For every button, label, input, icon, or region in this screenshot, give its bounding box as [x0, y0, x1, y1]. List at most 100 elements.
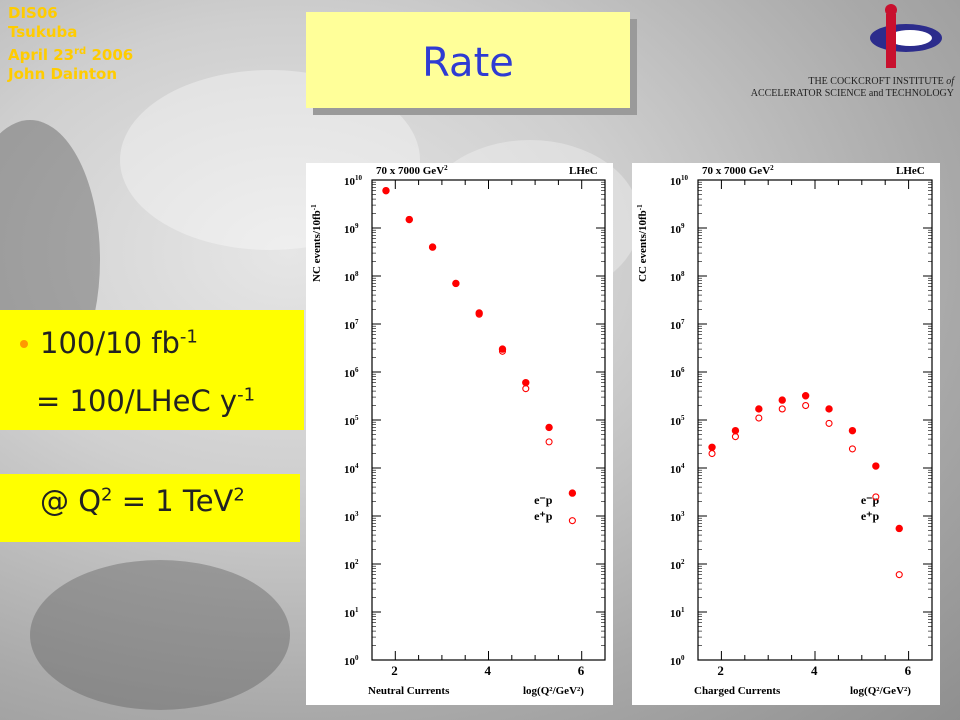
y-tick-exponent: 1 [681, 606, 685, 614]
data-point-eplus [778, 405, 786, 413]
background-shape [30, 560, 290, 710]
data-point-eminus [825, 405, 833, 413]
luminosity-line: 100/10 fb-1 [40, 326, 198, 360]
x-tick-label: 2 [391, 663, 398, 678]
y-tick-label: 102 [670, 558, 685, 572]
y-tick-label: 102 [344, 558, 359, 572]
q2-text: @ Q2 = 1 TeV2 [40, 484, 245, 518]
legend-label: e⁺p [861, 509, 880, 523]
q2-box [0, 474, 300, 542]
data-point-eplus [522, 385, 530, 393]
y-tick-label: 107 [344, 318, 359, 332]
data-point-eplus [731, 433, 739, 441]
y-tick-label: 108 [670, 270, 685, 284]
y-tick-label: 101 [670, 606, 685, 620]
legend-label: e⁻p [534, 493, 553, 507]
institute-name: THE COCKCROFT INSTITUTE of ACCELERATOR S… [750, 76, 954, 99]
data-point-eplus [802, 402, 810, 410]
data-point-eplus [429, 243, 437, 251]
data-point-eplus [452, 279, 460, 287]
data-point-eminus [895, 524, 903, 533]
data-point-eminus [848, 426, 857, 435]
plot-frame [371, 179, 606, 661]
y-tick-label: 104 [670, 462, 685, 476]
y-axis-label-exponent: -1 [636, 204, 644, 210]
y-tick-label: 1010 [344, 174, 363, 188]
luminosity-box [0, 310, 304, 430]
y-tick-label: 103 [670, 510, 685, 524]
y-tick-exponent: 6 [681, 366, 685, 374]
x-tick-label: 4 [485, 663, 492, 678]
x-axis-label: log(Q²/GeV²) [850, 685, 911, 697]
chart-header: 70 x 7000 GeV2 [702, 164, 774, 177]
data-point-eminus [731, 426, 740, 435]
bullet-icon [20, 340, 28, 348]
chart-experiment-label: LHeC [896, 165, 925, 177]
data-point-eminus [801, 392, 810, 400]
y-axis-label: CC events/10fb-1 [636, 204, 649, 282]
y-tick-exponent: 10 [355, 174, 363, 182]
y-tick-label: 105 [670, 414, 685, 428]
y-tick-exponent: 4 [681, 462, 685, 470]
y-tick-label: 1010 [670, 174, 689, 188]
data-point-eminus [708, 443, 716, 451]
y-tick-exponent: 6 [355, 366, 359, 374]
y-tick-label: 107 [670, 318, 685, 332]
chart-header-exponent: 2 [444, 164, 448, 172]
y-tick-label: 104 [344, 462, 359, 476]
luminosity-equivalence: = 100/LHeC y-1 [36, 384, 256, 418]
y-tick-label: 106 [344, 366, 359, 380]
data-point-eplus [568, 517, 576, 525]
data-point-eminus [872, 462, 880, 470]
y-axis-label: NC events/10fb-1 [310, 204, 323, 282]
y-tick-label: 103 [344, 510, 359, 524]
y-tick-label: 101 [344, 606, 359, 620]
conference-location: Tsukuba [8, 23, 78, 41]
y-tick-label: 105 [344, 414, 359, 428]
data-point-eplus [755, 414, 763, 422]
logo-ring-hole [888, 30, 932, 46]
y-tick-exponent: 3 [681, 510, 685, 518]
legend-label: e⁺p [534, 509, 553, 523]
chart-header: 70 x 7000 GeV2 [376, 164, 448, 177]
x-tick-label: 6 [905, 663, 912, 678]
conference-info: DIS06 Tsukuba April 23rd 2006 John Daint… [8, 4, 133, 84]
cc-chart-panel: 100 101 102 103 104 105 106 107 108 109 1010 2 4 6 70 … [632, 163, 940, 705]
data-point-eminus [778, 396, 786, 404]
y-tick-label: 100 [670, 654, 685, 668]
y-tick-label: 106 [670, 366, 685, 380]
data-point-eplus [848, 445, 856, 453]
y-tick-label: 100 [344, 654, 359, 668]
y-tick-exponent: 8 [355, 270, 359, 278]
data-point-eplus [498, 347, 507, 355]
y-tick-exponent: 5 [355, 414, 359, 422]
x-tick-label: 4 [811, 663, 818, 678]
data-point-eminus [545, 423, 553, 432]
logo-bar [886, 14, 896, 68]
y-tick-exponent: 7 [681, 318, 685, 326]
data-point-eminus [755, 405, 763, 413]
conference-author: John Dainton [8, 65, 118, 83]
data-point-eplus [405, 215, 413, 224]
x-tick-label: 6 [578, 663, 585, 678]
cockcroft-logo-icon [870, 4, 942, 68]
legend-label: e⁻p [861, 493, 880, 507]
x-axis-label: log(Q²/GeV²) [523, 685, 584, 697]
y-tick-label: 108 [344, 270, 359, 284]
y-tick-exponent: 10 [681, 174, 689, 182]
data-point-eplus [708, 450, 716, 458]
chart-experiment-label: LHeC [569, 165, 598, 177]
y-tick-exponent: 7 [355, 318, 359, 326]
y-tick-exponent: 4 [355, 462, 359, 470]
data-point-eplus [382, 187, 390, 195]
data-point-eplus [825, 419, 833, 427]
data-point-eplus [895, 571, 903, 579]
y-tick-exponent: 8 [681, 270, 685, 278]
chart-header-exponent: 2 [770, 164, 774, 172]
conference-date: April 23rd 2006 [8, 46, 134, 64]
data-point-eminus [498, 345, 507, 353]
y-tick-exponent: 5 [681, 414, 685, 422]
y-tick-exponent: 3 [355, 510, 359, 518]
